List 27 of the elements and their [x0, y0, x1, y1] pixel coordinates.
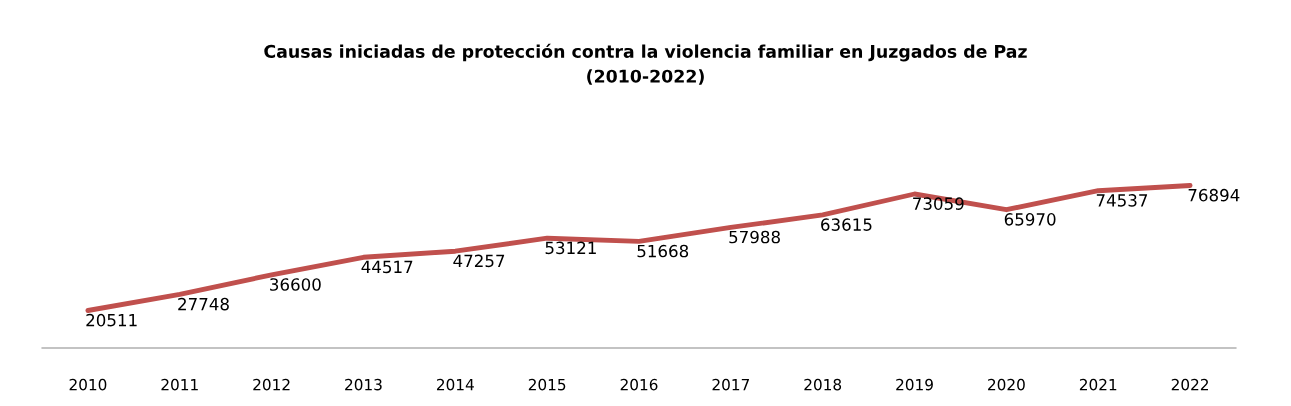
x-tick-label: 2010 [69, 378, 107, 391]
data-label: 20511 [86, 313, 137, 327]
data-label: 73059 [913, 197, 964, 210]
x-tick-label: 2022 [1171, 378, 1208, 391]
data-label: 74537 [1096, 194, 1148, 207]
data-label: 76894 [1188, 188, 1240, 202]
data-label: 47257 [453, 254, 505, 268]
x-tick-label: 2016 [620, 378, 658, 391]
data-label: 63615 [821, 218, 872, 231]
data-label: 27748 [178, 297, 229, 311]
x-tick-label: 2021 [1079, 378, 1117, 391]
x-tick-label: 2014 [436, 378, 474, 391]
x-tick-label: 2020 [988, 378, 1025, 391]
data-label: 51668 [637, 244, 689, 258]
x-tick-label: 2017 [712, 378, 749, 391]
x-tick-label: 2013 [345, 378, 382, 391]
x-tick-label: 2019 [896, 378, 933, 391]
chart-title: Causas iniciadas de protección contra la violencia familiar en Juzgados de Paz (2010-2022) [264, 43, 1027, 85]
x-tick-label: 2018 [804, 378, 842, 391]
data-label: 57988 [729, 230, 780, 244]
data-label: 53121 [545, 241, 596, 255]
data-label: 36600 [270, 278, 321, 291]
data-label: 44517 [361, 260, 413, 274]
x-tick-label: 2015 [528, 378, 566, 391]
x-tick-label: 2011 [161, 378, 198, 391]
data-label: 65970 [1004, 213, 1056, 226]
x-tick-label: 2012 [253, 378, 290, 391]
